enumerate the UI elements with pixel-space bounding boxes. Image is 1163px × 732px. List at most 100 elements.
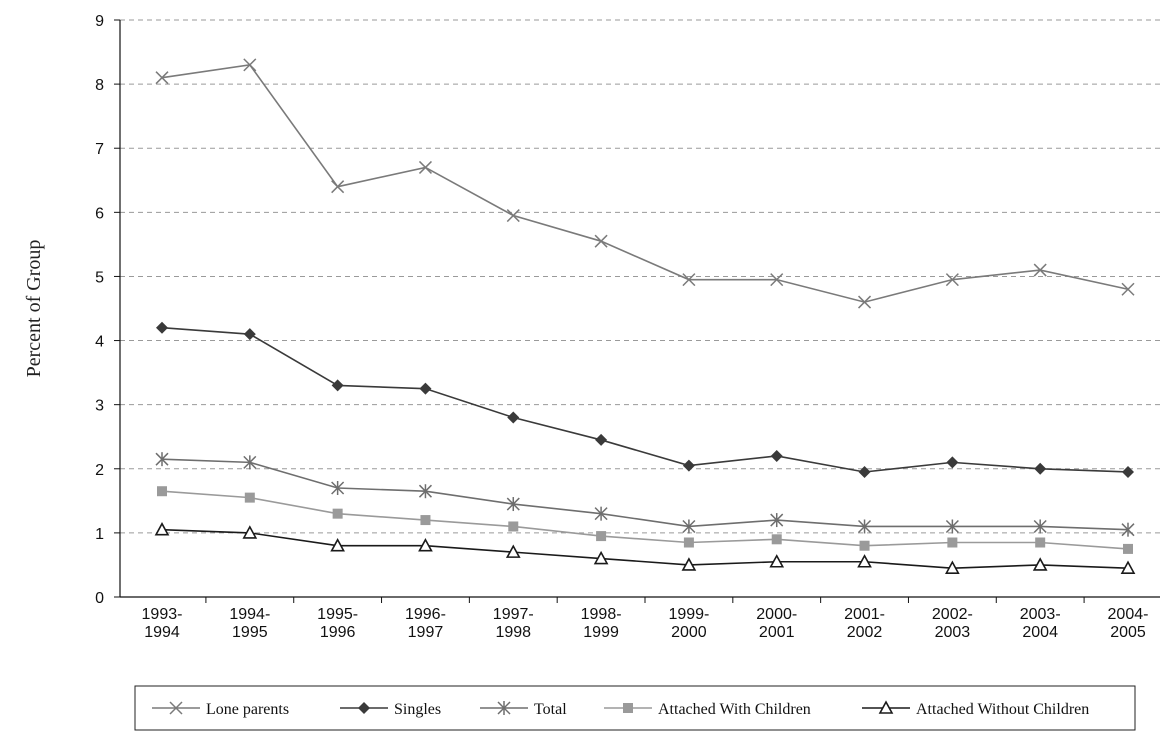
legend-marker (878, 700, 894, 714)
data-point (947, 537, 958, 548)
x-tick-label: 2001-2002 (844, 606, 885, 641)
x-tick-label: 1993-1994 (142, 606, 183, 641)
legend-marker (358, 702, 370, 714)
series-total (155, 452, 1135, 537)
data-point (418, 484, 432, 499)
data-point (1033, 263, 1047, 277)
data-point (331, 379, 344, 392)
gridlines (120, 19, 1160, 534)
data-point (1033, 519, 1047, 534)
x-tick-label: 1998-1999 (581, 606, 622, 641)
data-point (682, 519, 696, 534)
data-point (418, 538, 433, 552)
data-point (155, 452, 169, 467)
data-point (243, 455, 257, 470)
data-point (419, 382, 432, 395)
y-tick-label: 5 (95, 269, 104, 286)
legend-item: Attached Without Children (862, 700, 1089, 718)
x-tick-label: 2003-2004 (1020, 606, 1061, 641)
series-attached-without-children (154, 522, 1136, 574)
data-point (243, 328, 256, 341)
series-line (161, 490, 1129, 550)
y-tick-label: 9 (95, 13, 104, 30)
data-point (771, 534, 782, 545)
x-tick-label: 1995-1996 (317, 606, 358, 641)
data-point (945, 560, 960, 574)
legend-label: Attached Without Children (916, 701, 1089, 718)
data-point (769, 554, 785, 568)
data-point (594, 234, 608, 248)
legend-label: Attached With Children (658, 701, 811, 718)
data-point (1122, 465, 1134, 478)
x-tick-label: 2004-2005 (1108, 606, 1149, 641)
data-point (858, 519, 872, 534)
x-tick-label: 1994-1995 (229, 606, 270, 641)
data-point (331, 481, 345, 496)
data-point (1034, 462, 1047, 475)
data-point (683, 537, 694, 548)
data-point (1032, 557, 1048, 571)
data-point (507, 411, 520, 424)
x-tick-label: 1999-2000 (668, 606, 709, 641)
data-point (506, 497, 520, 512)
data-point (331, 180, 345, 194)
data-point (595, 433, 608, 446)
y-tick-label: 7 (95, 141, 104, 158)
data-point (1121, 522, 1135, 537)
legend-box (134, 685, 1136, 731)
x-tick-label: 1997-1998 (493, 606, 534, 641)
data-point (770, 449, 783, 462)
y-tick-label: 2 (95, 462, 104, 479)
y-tick-label: 0 (95, 590, 104, 607)
data-point (1035, 537, 1046, 548)
data-point (593, 550, 609, 565)
data-point (157, 486, 167, 497)
y-axis-label: Percent of Group (23, 240, 45, 378)
y-tick-label: 3 (95, 398, 104, 415)
data-point (770, 513, 784, 528)
series-attached-with-children (157, 486, 1133, 554)
x-tick-label: 2002-2003 (932, 606, 973, 641)
data-point (154, 522, 170, 536)
data-point (332, 508, 343, 519)
data-point (858, 465, 871, 478)
legend-label: Total (534, 701, 567, 718)
data-point (594, 506, 608, 521)
data-point (506, 209, 520, 223)
legend-marker (623, 703, 633, 713)
data-point (1123, 543, 1133, 554)
legend-item: Total (480, 701, 567, 718)
x-tick-label: 1996-1997 (405, 606, 446, 641)
data-point (418, 160, 432, 174)
data-point (156, 321, 168, 334)
legend-item: Lone parents (152, 701, 289, 718)
legend-marker (169, 701, 183, 715)
data-point (859, 540, 870, 551)
data-point (945, 273, 959, 287)
series-group (154, 58, 1136, 574)
series-line (161, 528, 1129, 569)
y-tick-label: 4 (95, 334, 104, 351)
series-line (161, 326, 1129, 473)
data-point (770, 273, 784, 287)
data-point (508, 521, 519, 532)
data-point (1121, 282, 1135, 296)
data-point (596, 531, 607, 542)
data-point (1120, 560, 1136, 574)
series-lone-parents (155, 58, 1135, 309)
y-tick-label: 1 (95, 526, 104, 543)
axes (114, 19, 1160, 603)
data-point (244, 492, 255, 503)
y-tick-label: 8 (95, 77, 104, 94)
legend-marker (497, 701, 511, 715)
series-line (161, 458, 1129, 531)
y-tick-label: 6 (95, 205, 104, 222)
data-point (858, 295, 872, 309)
legend-item: Singles (340, 701, 441, 718)
legend-label: Lone parents (206, 701, 289, 718)
data-point (155, 71, 169, 85)
data-point (857, 554, 872, 568)
data-point (505, 544, 521, 558)
